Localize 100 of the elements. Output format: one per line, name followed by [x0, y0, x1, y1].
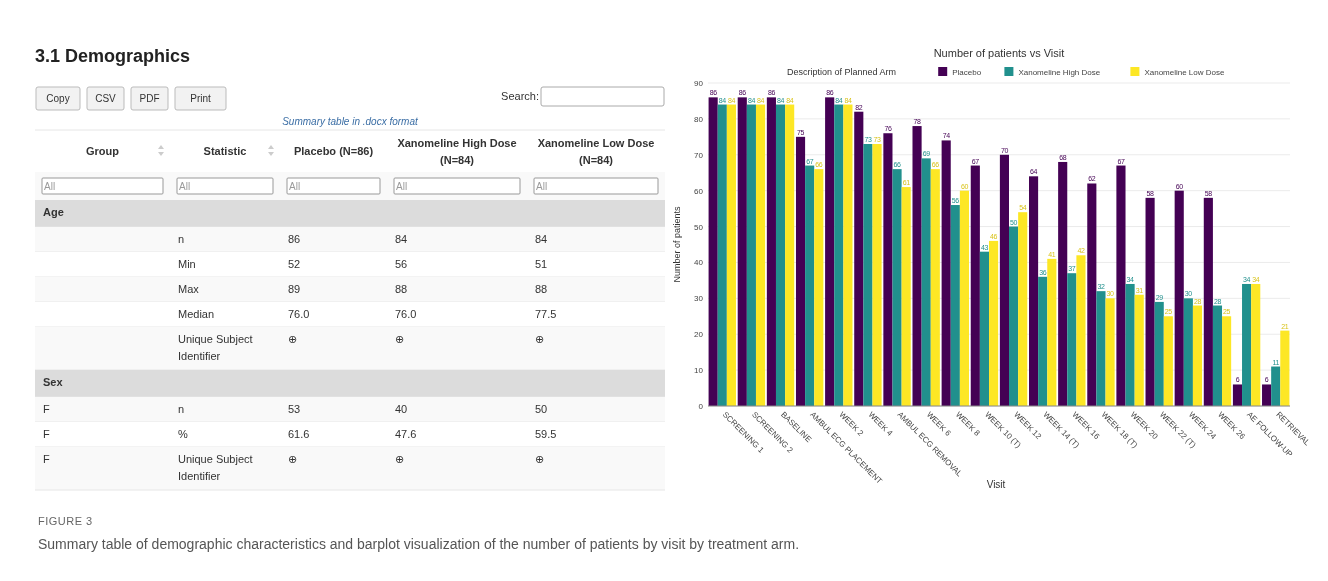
bar	[854, 111, 864, 406]
y-tick-label: 10	[694, 366, 704, 376]
text: 50	[535, 403, 548, 415]
text: 52	[288, 258, 301, 270]
bar	[717, 104, 727, 406]
bar	[814, 169, 824, 406]
text: F	[43, 403, 50, 415]
text: 84	[395, 233, 408, 245]
bar	[726, 104, 736, 406]
text: 56	[395, 258, 408, 270]
text: Unique Subject Identifier	[178, 333, 253, 362]
text: 84	[535, 233, 548, 245]
text: F	[43, 428, 50, 440]
bar	[1047, 258, 1057, 406]
text: %	[178, 428, 188, 440]
bar	[1067, 273, 1077, 406]
y-tick-label: 20	[694, 330, 704, 340]
bar	[843, 104, 853, 406]
y-tick-label: 70	[694, 150, 704, 160]
text: 86	[288, 233, 301, 245]
bar	[941, 140, 951, 406]
bar	[1029, 176, 1039, 406]
category-label: Xanomeline Low Dose (N=84)	[537, 136, 655, 166]
bar	[755, 104, 766, 406]
bar	[1076, 255, 1086, 406]
filter-field: All	[176, 177, 274, 195]
bar	[1192, 305, 1203, 406]
y-tick-label: 50	[694, 222, 704, 232]
button: CSV	[86, 86, 125, 111]
text: ⊕	[395, 333, 405, 345]
bar	[805, 165, 815, 406]
bar	[1058, 161, 1068, 406]
category-label: Xanomeline High Dose (N=84)	[397, 136, 517, 166]
text: 61.6	[288, 428, 310, 440]
bar	[950, 205, 960, 406]
bar	[737, 97, 747, 406]
bar	[979, 251, 989, 406]
bar	[825, 97, 835, 406]
bar	[1251, 283, 1261, 406]
bar	[775, 104, 786, 406]
bar	[1163, 316, 1173, 406]
text: 40	[395, 403, 408, 415]
bar	[785, 104, 795, 406]
bar	[1096, 291, 1106, 406]
x-axis-title: Visit	[986, 479, 1006, 490]
text: F	[43, 453, 50, 465]
text: ⊕	[288, 333, 298, 345]
bar	[1154, 301, 1164, 406]
bar	[989, 240, 999, 406]
bar	[1125, 283, 1135, 406]
bar	[970, 165, 980, 406]
text: 59.5	[535, 428, 557, 440]
filter-field: All	[393, 177, 521, 195]
bar	[1105, 298, 1115, 406]
bar	[1222, 316, 1232, 406]
legend-label: Placebo	[952, 68, 982, 77]
bar	[1087, 183, 1097, 406]
text: 89	[288, 283, 301, 295]
bar	[795, 136, 806, 406]
text: 76.0	[395, 308, 417, 320]
category-label: Statistic	[203, 145, 247, 157]
legend-label: Xanomeline High Dose	[1018, 68, 1101, 77]
bar	[1116, 165, 1126, 406]
text: 76.0	[288, 308, 310, 320]
bar	[1203, 197, 1213, 406]
text: Sex	[43, 376, 63, 388]
text: Min	[178, 258, 196, 270]
text: n	[178, 403, 185, 415]
legend-title: Description of Planned Arm	[787, 67, 897, 77]
bar	[1262, 384, 1272, 406]
bar	[1183, 298, 1193, 406]
bar	[892, 169, 902, 406]
bar	[766, 97, 776, 406]
chart-title: Number of patients vs Visit	[933, 47, 1065, 59]
legend-label: Xanomeline Low Dose	[1144, 68, 1225, 77]
bar	[1038, 276, 1048, 406]
text: Unique Subject Identifier	[178, 453, 253, 482]
bar	[912, 126, 922, 406]
text: Search:	[501, 90, 539, 102]
y-tick-label: 30	[694, 294, 704, 304]
bar	[1271, 366, 1281, 406]
text: Summary table of demographic characteristics and barplot visualization of the number of patients by visit by treatment arm.	[38, 536, 800, 552]
bar	[1280, 330, 1290, 406]
text: 3.1 Demographics	[35, 46, 191, 66]
bar	[1018, 212, 1028, 406]
bar	[1242, 283, 1252, 406]
bar	[959, 190, 969, 406]
text: 47.6	[395, 428, 417, 440]
bar	[872, 144, 882, 406]
caption: FIGURE 3	[38, 515, 93, 527]
button: Copy	[35, 86, 81, 111]
bar	[746, 104, 756, 406]
filter-field: All	[286, 177, 381, 195]
text: ⊕	[535, 453, 545, 465]
filter-field: All	[41, 177, 164, 195]
text: Summary table in .docx format	[282, 116, 420, 127]
button: Print	[174, 86, 227, 111]
button: PDF	[130, 86, 169, 111]
text: 77.5	[535, 308, 557, 320]
y-tick-label: 90	[694, 79, 704, 88]
